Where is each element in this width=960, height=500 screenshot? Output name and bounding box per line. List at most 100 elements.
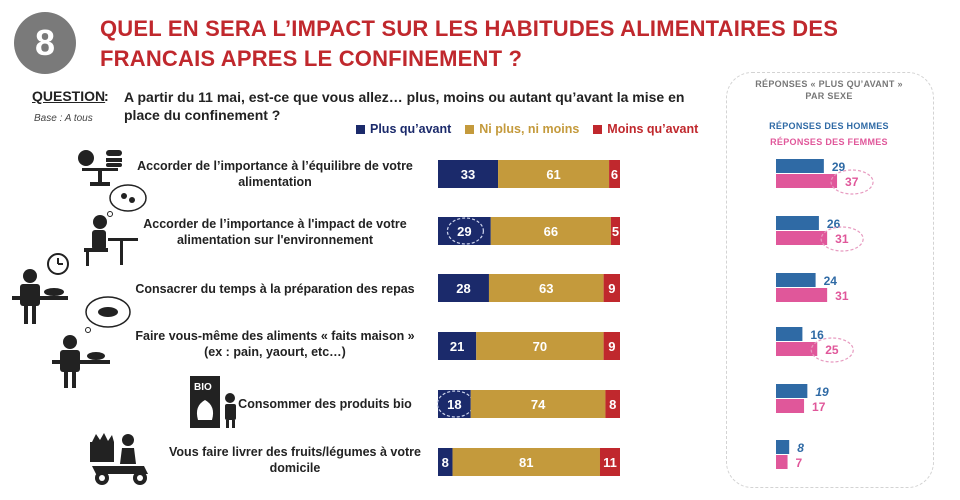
women-bar-5 — [776, 399, 805, 413]
highlight-circle-2 — [446, 217, 484, 245]
bar-label-2-series-1: 29 — [457, 224, 471, 239]
legend-label-plus: Plus qu’avant — [370, 122, 452, 136]
row-label-4: Faire vous-même des aliments « faits mai… — [120, 328, 430, 360]
bar-2-series-2 — [490, 217, 611, 245]
side-panel-title-line1: RÉPONSES « PLUS QU’AVANT » — [755, 79, 903, 89]
bar-2-series-1 — [438, 217, 491, 245]
bar-6-series-3 — [599, 448, 620, 476]
bar-label-4-series-2: 70 — [533, 339, 547, 354]
bar-label-1-series-1: 33 — [461, 167, 475, 182]
row-label-6-line1: Vous faire livrer des fruits/légumes à v… — [169, 445, 421, 459]
legend-label-moins: Moins qu’avant — [607, 122, 699, 136]
bar-label-6-series-1: 8 — [442, 455, 449, 470]
row-label-3-line1: Consacrer du temps à la préparation des … — [135, 282, 415, 296]
row-label-4-line1: Faire vous-même des aliments « faits mai… — [135, 329, 415, 343]
row-label-2-line2: alimentation sur l'environnement — [176, 233, 374, 247]
baker-thinking-icon — [52, 296, 131, 388]
men-value-5: 19 — [815, 385, 829, 399]
question-base: Base : A tous — [34, 113, 93, 124]
legend-swatch-plus — [356, 124, 365, 134]
men-bar-6 — [776, 440, 790, 454]
bar-3-series-3 — [603, 274, 620, 302]
side-legend-women: RÉPONSES DES FEMMES — [770, 137, 888, 147]
women-value-6: 7 — [796, 456, 803, 470]
women-bar-2 — [776, 231, 828, 245]
side-panel-title: RÉPONSES « PLUS QU’AVANT » PAR SEXE — [736, 78, 922, 102]
men-bar-5 — [776, 384, 808, 398]
bar-label-5-series-1: 18 — [447, 397, 461, 412]
svg-text:BIO: BIO — [194, 382, 212, 393]
bar-label-1-series-2: 61 — [546, 167, 560, 182]
row-label-5-line1: Consommer des produits bio — [238, 397, 412, 411]
women-highlight-circle-1 — [830, 169, 874, 195]
chart-legend: Plus qu’avant Ni plus, ni moins Moins qu… — [356, 122, 698, 136]
row-label-1: Accorder de l’importance à l’équilibre d… — [120, 158, 430, 190]
person-eating-thinking-icon — [84, 184, 147, 266]
men-bar-1 — [776, 159, 824, 173]
main-stacked-bar-chart: 33 61 6 29 66 5 28 63 9 21 70 9 18 74 8 8 81 11 — [436, 160, 620, 476]
women-bar-3 — [776, 288, 828, 302]
bar-6-series-2 — [452, 448, 600, 476]
question-label: QUESTION — [32, 88, 106, 104]
women-value-3: 31 — [835, 289, 849, 303]
women-value-1: 37 — [845, 175, 859, 189]
side-legend-men: RÉPONSES DES HOMMES — [769, 121, 889, 131]
bar-5-series-3 — [605, 390, 620, 418]
legend-swatch-neutral — [465, 124, 475, 134]
women-highlight-circle-4 — [810, 337, 854, 363]
bio-shop-icon: BIO — [190, 376, 236, 428]
men-bar-2 — [776, 216, 819, 230]
bar-5-series-2 — [470, 390, 606, 418]
row-label-5: Consommer des produits bio — [200, 396, 450, 412]
question-number-badge: 8 — [14, 12, 76, 74]
bar-label-3-series-2: 63 — [539, 281, 553, 296]
bar-label-6-series-2: 81 — [519, 455, 533, 470]
row-label-1-line2: alimentation — [238, 175, 312, 189]
bar-label-4-series-3: 9 — [608, 339, 615, 354]
bar-4-series-1 — [438, 332, 477, 360]
row-label-4-line2: (ex : pain, yaourt, etc…) — [204, 345, 346, 359]
men-value-1: 29 — [832, 160, 846, 174]
legend-item-plus: Plus qu’avant — [356, 122, 451, 136]
legend-item-neutral: Ni plus, ni moins — [465, 122, 579, 136]
women-value-4: 25 — [825, 343, 839, 357]
bar-3-series-1 — [438, 274, 489, 302]
men-value-4: 16 — [810, 328, 824, 342]
women-bar-6 — [776, 455, 788, 469]
row-label-6: Vous faire livrer des fruits/légumes à v… — [150, 444, 440, 476]
delivery-scooter-icon — [90, 433, 148, 485]
legend-item-moins: Moins qu’avant — [593, 122, 698, 136]
bar-label-1-series-3: 6 — [611, 167, 618, 182]
bar-6-series-1 — [438, 448, 453, 476]
bar-4-series-3 — [603, 332, 620, 360]
bar-label-2-series-2: 66 — [544, 224, 558, 239]
men-value-3: 24 — [824, 274, 838, 288]
women-value-2: 31 — [835, 232, 849, 246]
side-panel — [726, 72, 934, 488]
page-title: QUEL EN SERA L’IMPACT SUR LES HABITUDES … — [100, 16, 839, 71]
bar-1-series-2 — [498, 160, 610, 188]
row-label-6-line2: domicile — [269, 461, 321, 475]
women-bar-4 — [776, 342, 818, 356]
scale-food-icon — [78, 150, 122, 186]
men-value-6: 8 — [797, 441, 804, 455]
bar-4-series-2 — [476, 332, 604, 360]
bar-label-5-series-2: 74 — [531, 397, 546, 412]
women-highlight-circle-2 — [820, 226, 864, 252]
bar-label-3-series-1: 28 — [456, 281, 470, 296]
bar-label-6-series-3: 11 — [603, 455, 617, 470]
bar-label-2-series-3: 5 — [612, 224, 619, 239]
bar-1-series-3 — [609, 160, 620, 188]
bar-1-series-1 — [438, 160, 499, 188]
question-text: A partir du 11 mai, est-ce que vous alle… — [124, 89, 685, 123]
men-bar-3 — [776, 273, 816, 287]
men-value-2: 26 — [827, 217, 841, 231]
women-value-5: 17 — [812, 400, 826, 414]
row-label-2-line1: Accorder de l’importance à l'impact de v… — [143, 217, 407, 231]
row-label-2: Accorder de l’importance à l'impact de v… — [120, 216, 430, 248]
legend-swatch-moins — [593, 124, 603, 134]
bar-label-4-series-1: 21 — [450, 339, 464, 354]
bar-label-3-series-3: 9 — [608, 281, 615, 296]
men-bar-4 — [776, 327, 803, 341]
